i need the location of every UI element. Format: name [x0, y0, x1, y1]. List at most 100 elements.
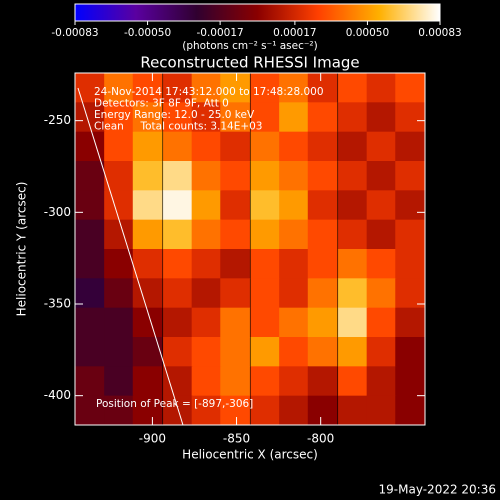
- heat-cell: [395, 278, 425, 309]
- heat-cell: [338, 73, 368, 103]
- heat-cell: [163, 190, 193, 221]
- y-axis-label: Heliocentric Y (arcsec): [15, 182, 29, 317]
- heat-cell: [279, 102, 309, 133]
- x-tick-label: -800: [307, 432, 334, 446]
- heat-cell: [366, 73, 397, 103]
- heat-cell: [132, 337, 163, 367]
- heat-cell: [250, 278, 281, 309]
- heat-cell: [132, 278, 163, 309]
- heat-cell: [104, 161, 134, 191]
- y-tick-label: -250: [44, 113, 71, 127]
- annotation: Energy Range: 12.0 - 25.0 keV: [94, 109, 255, 121]
- chart-title: Reconstructed RHESSI Image: [140, 54, 359, 72]
- heat-cell: [366, 366, 397, 397]
- heat-cell: [366, 102, 397, 133]
- heat-cell: [220, 102, 250, 133]
- heat-cell: [395, 102, 425, 133]
- heat-cell: [395, 131, 425, 162]
- heat-cell: [191, 102, 222, 133]
- heat-cell: [104, 366, 134, 397]
- heat-cell: [279, 307, 309, 338]
- heat-cell: [366, 337, 397, 367]
- y-tick-label: -300: [44, 205, 71, 219]
- heat-cell: [307, 278, 338, 309]
- heat-cell: [395, 219, 425, 250]
- heat-cell: [104, 131, 134, 162]
- colorbar-tick-label: 0.00017: [273, 27, 316, 39]
- heat-cell: [250, 190, 281, 221]
- heat-cell: [191, 278, 222, 309]
- heat-cell: [220, 219, 250, 250]
- heat-cell: [307, 219, 338, 250]
- y-tick-label: -350: [44, 297, 71, 311]
- heat-cell: [366, 249, 397, 279]
- heat-cell: [279, 131, 309, 162]
- heat-cell: [75, 161, 106, 191]
- heat-cell: [104, 219, 134, 250]
- heat-cell: [307, 161, 338, 191]
- heat-cell: [191, 249, 222, 279]
- heat-cell: [75, 278, 106, 309]
- heat-cell: [279, 395, 309, 426]
- heat-cell: [220, 73, 250, 103]
- heat-cell: [104, 249, 134, 279]
- heat-cell: [132, 131, 163, 162]
- heat-cell: [307, 131, 338, 162]
- heat-cell: [191, 307, 222, 338]
- heat-cell: [163, 307, 193, 338]
- heat-cell: [163, 278, 193, 309]
- heat-cell: [250, 337, 281, 367]
- heat-cell: [279, 366, 309, 397]
- heat-cell: [220, 337, 250, 367]
- heat-cell: [132, 366, 163, 397]
- heat-cell: [366, 190, 397, 221]
- heat-cell: [395, 395, 425, 426]
- heat-cell: [220, 249, 250, 279]
- heat-cell: [104, 190, 134, 221]
- heat-cell: [338, 366, 368, 397]
- heat-cell: [132, 73, 163, 103]
- heat-cell: [132, 249, 163, 279]
- heatmap: [75, 73, 425, 426]
- heat-cell: [279, 249, 309, 279]
- heat-cell: [395, 73, 425, 103]
- heat-cell: [104, 73, 134, 103]
- heat-cell: [220, 161, 250, 191]
- heat-cell: [132, 190, 163, 221]
- heat-cell: [104, 337, 134, 367]
- heat-cell: [279, 73, 309, 103]
- heat-cell: [75, 73, 106, 103]
- heat-cell: [191, 395, 222, 426]
- heat-cell: [395, 337, 425, 367]
- heat-cell: [191, 190, 222, 221]
- colorbar: [74, 3, 441, 22]
- heat-cell: [163, 337, 193, 367]
- heat-cell: [250, 161, 281, 191]
- heat-cell: [250, 307, 281, 338]
- heat-cell: [75, 337, 106, 367]
- heat-cell: [395, 161, 425, 191]
- heat-cell: [307, 366, 338, 397]
- colorbar-tick-label: -0.00050: [124, 27, 171, 39]
- annotation: Clean Total counts: 3.14E+03: [94, 121, 263, 133]
- heat-cell: [220, 395, 250, 426]
- heat-cell: [163, 219, 193, 250]
- heat-cell: [75, 307, 106, 338]
- heat-cell: [191, 161, 222, 191]
- heat-cell: [395, 249, 425, 279]
- heat-cell: [279, 161, 309, 191]
- heat-cell: [250, 102, 281, 133]
- heat-cell: [75, 249, 106, 279]
- heat-cell: [366, 131, 397, 162]
- heat-cell: [163, 395, 193, 426]
- heat-cell: [338, 278, 368, 309]
- heat-cell: [75, 395, 106, 426]
- heat-cell: [191, 131, 222, 162]
- heat-cell: [338, 249, 368, 279]
- heat-cell: [191, 366, 222, 397]
- peak-label: Position of Peak = [-897,-306]: [96, 398, 253, 410]
- heat-cell: [132, 102, 163, 133]
- heat-cell: [104, 307, 134, 338]
- heat-cell: [163, 102, 193, 133]
- heat-cell: [338, 337, 368, 367]
